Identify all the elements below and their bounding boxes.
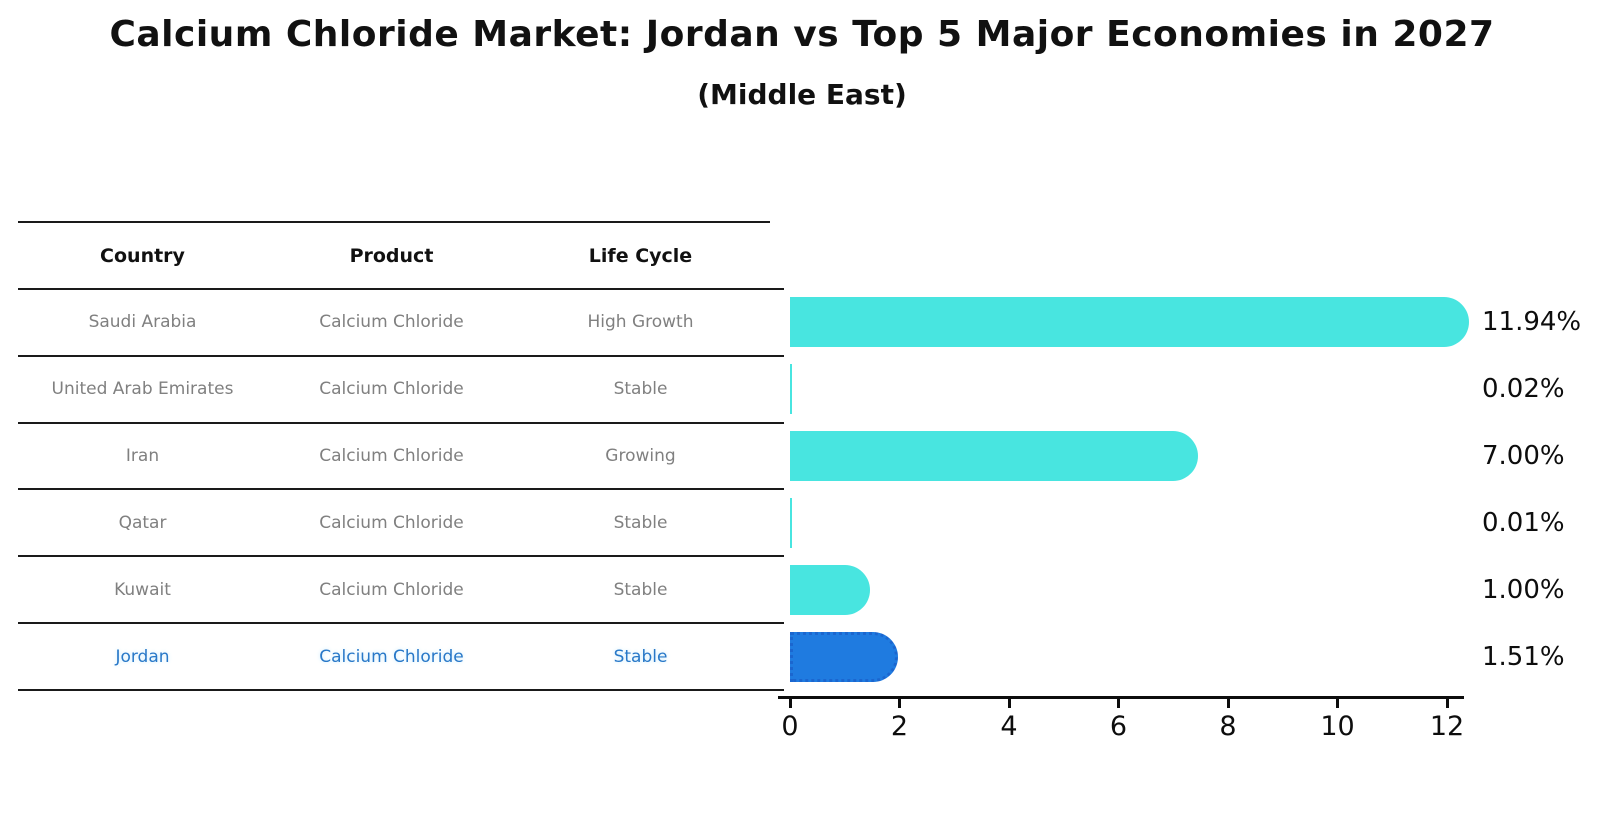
country-cell: United Arab Emirates — [51, 379, 234, 400]
y-axis-tick — [768, 622, 784, 625]
y-axis-tick — [768, 488, 784, 491]
country-cell: Kuwait — [114, 579, 171, 600]
product-cell: Calcium Chloride — [319, 312, 464, 333]
table-row-line — [18, 421, 770, 424]
y-axis-tick — [768, 421, 784, 424]
y-axis-tick — [768, 555, 784, 558]
x-tick-label: 2 — [890, 711, 909, 742]
table-row-line — [18, 555, 770, 558]
bar — [790, 564, 870, 615]
country-cell: Jordan — [115, 646, 170, 667]
lifecycle-cell: Stable — [613, 379, 668, 400]
bar — [790, 497, 792, 548]
y-axis-tick — [768, 354, 784, 357]
product-cell: Calcium Chloride — [319, 446, 464, 467]
x-axis-line — [778, 696, 1464, 699]
column-header: Product — [349, 244, 434, 267]
column-header: Country — [100, 244, 185, 267]
value-label: 1.51% — [1482, 641, 1565, 672]
x-tick-label: 10 — [1320, 711, 1355, 742]
bar-jordan-highlight — [790, 631, 898, 682]
x-axis-tick — [1226, 697, 1230, 708]
lifecycle-cell: Stable — [613, 646, 668, 667]
product-cell: Calcium Chloride — [319, 579, 464, 600]
x-axis-tick — [1336, 697, 1339, 708]
y-axis-tick — [768, 688, 784, 691]
bar — [790, 431, 1199, 482]
bar — [790, 364, 792, 415]
x-axis-tick — [898, 697, 901, 708]
x-axis-tick — [788, 697, 792, 708]
x-tick-label: 6 — [1109, 711, 1128, 742]
table-row-line — [18, 688, 770, 691]
value-label: 0.02% — [1482, 374, 1565, 405]
x-tick-label: 4 — [1000, 711, 1018, 742]
lifecycle-cell: High Growth — [587, 312, 694, 333]
table-row-line — [18, 288, 770, 290]
value-label: 1.00% — [1482, 574, 1565, 605]
lifecycle-cell: Growing — [605, 446, 676, 467]
x-tick-label: 0 — [781, 711, 799, 742]
chart-title: Calcium Chloride Market: Jordan vs Top 5… — [109, 14, 1495, 55]
value-label: 7.00% — [1482, 441, 1565, 472]
x-axis-tick — [1117, 697, 1120, 708]
column-header: Life Cycle — [588, 244, 693, 267]
table-row-line — [18, 488, 770, 491]
product-cell: Calcium Chloride — [319, 646, 464, 667]
lifecycle-cell: Stable — [613, 512, 668, 533]
bar — [790, 297, 1469, 348]
y-axis-tick — [768, 288, 784, 290]
x-axis-tick — [1445, 697, 1449, 708]
x-axis-tick — [1007, 697, 1011, 708]
x-tick-label: 8 — [1219, 711, 1237, 742]
table-row-line — [18, 221, 770, 223]
country-cell: Qatar — [118, 512, 167, 533]
country-cell: Iran — [125, 446, 160, 467]
value-label: 0.01% — [1482, 507, 1565, 538]
table-row-line — [18, 354, 770, 357]
table-row-line — [18, 622, 770, 625]
product-cell: Calcium Chloride — [319, 379, 464, 400]
product-cell: Calcium Chloride — [319, 512, 464, 533]
value-label: 11.94% — [1482, 307, 1582, 338]
lifecycle-cell: Stable — [613, 579, 668, 600]
country-cell: Saudi Arabia — [88, 312, 197, 333]
x-tick-label: 12 — [1429, 711, 1465, 742]
chart-subtitle: (Middle East) — [697, 78, 907, 111]
